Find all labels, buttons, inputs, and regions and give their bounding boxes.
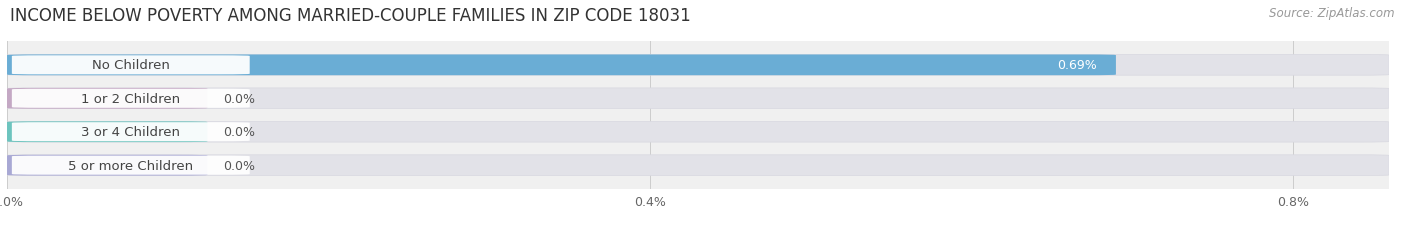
Text: INCOME BELOW POVERTY AMONG MARRIED-COUPLE FAMILIES IN ZIP CODE 18031: INCOME BELOW POVERTY AMONG MARRIED-COUPL… xyxy=(10,7,690,25)
FancyBboxPatch shape xyxy=(7,155,208,176)
FancyBboxPatch shape xyxy=(7,88,208,109)
Text: 0.69%: 0.69% xyxy=(1057,59,1097,72)
FancyBboxPatch shape xyxy=(11,123,250,142)
Text: 3 or 4 Children: 3 or 4 Children xyxy=(82,126,180,139)
Text: 0.0%: 0.0% xyxy=(224,126,256,139)
FancyBboxPatch shape xyxy=(11,156,250,175)
Text: Source: ZipAtlas.com: Source: ZipAtlas.com xyxy=(1270,7,1395,20)
FancyBboxPatch shape xyxy=(11,89,250,108)
Text: No Children: No Children xyxy=(91,59,170,72)
FancyBboxPatch shape xyxy=(7,155,1389,176)
Text: 5 or more Children: 5 or more Children xyxy=(69,159,194,172)
FancyBboxPatch shape xyxy=(11,56,250,75)
FancyBboxPatch shape xyxy=(7,122,1389,143)
FancyBboxPatch shape xyxy=(7,88,1389,109)
Text: 0.0%: 0.0% xyxy=(224,92,256,105)
Text: 1 or 2 Children: 1 or 2 Children xyxy=(82,92,180,105)
FancyBboxPatch shape xyxy=(7,55,1116,76)
Text: 0.0%: 0.0% xyxy=(224,159,256,172)
FancyBboxPatch shape xyxy=(7,55,1389,76)
FancyBboxPatch shape xyxy=(7,122,208,143)
